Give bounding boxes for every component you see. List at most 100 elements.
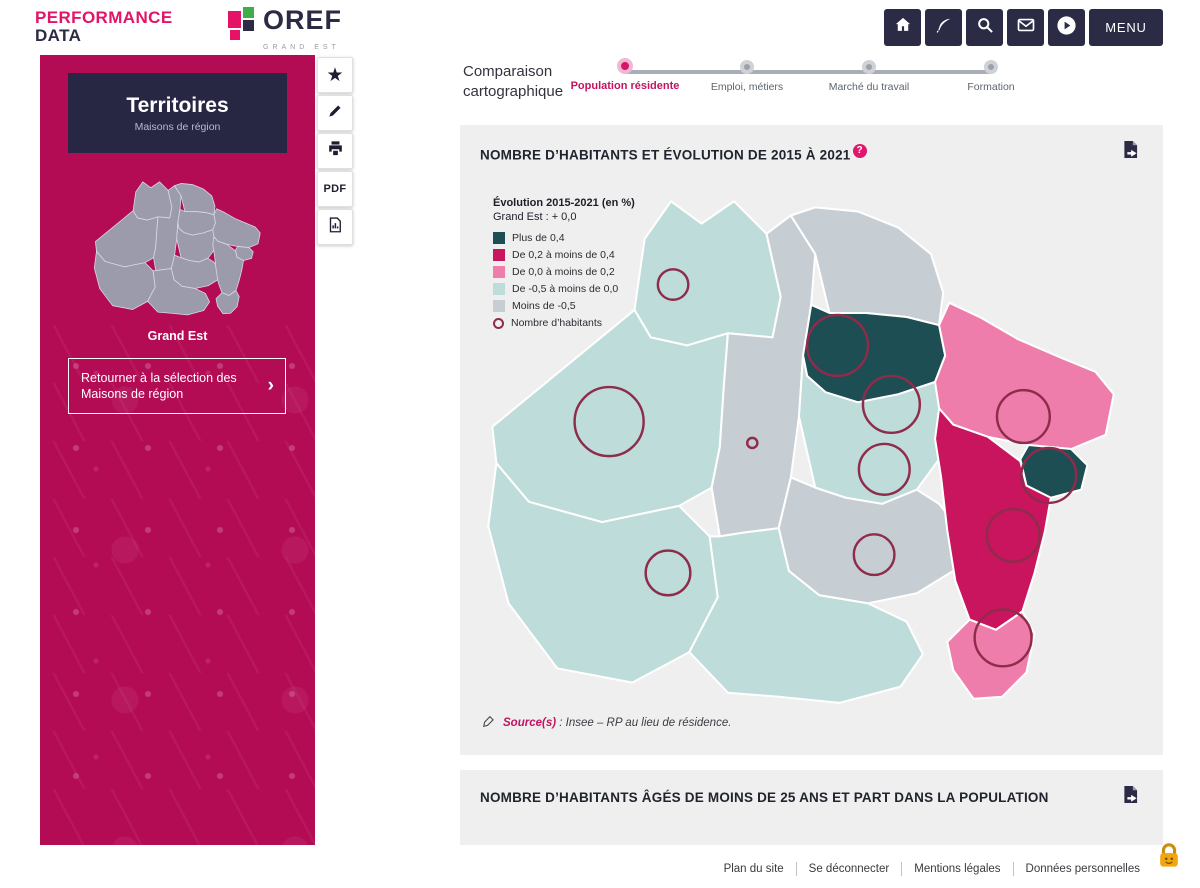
circle-swatch-icon (493, 317, 504, 329)
step-dot[interactable] (617, 58, 633, 74)
step-dot[interactable] (740, 60, 754, 74)
step-2[interactable]: Emploi, métiers (677, 57, 817, 93)
footer-link[interactable]: Plan du site (723, 863, 784, 875)
report-icon (326, 216, 344, 239)
home-icon (893, 15, 913, 40)
step-dot[interactable] (984, 60, 998, 74)
legend-item: Moins de -0,5 (493, 300, 663, 312)
card1-title: NOMBRE D’HABITANTS ET ÉVOLUTION DE 2015 … (480, 147, 851, 163)
stepper-title: Comparaison cartographique (463, 62, 563, 102)
step-1[interactable]: Population résidente (555, 57, 695, 92)
help-badge[interactable]: ? (852, 144, 867, 158)
source-label: Source(s) (503, 716, 557, 729)
quill-button[interactable] (925, 9, 962, 46)
pdf-label: PDF (323, 183, 347, 195)
legend-label: Moins de -0,5 (512, 300, 576, 312)
privacy-lock-icon[interactable] (1156, 841, 1182, 870)
oref-logo-sub: GRAND EST (263, 44, 340, 51)
mail-icon (1016, 15, 1036, 40)
legend-swatch (493, 249, 505, 261)
map-legend: Évolution 2015-2021 (en %) Grand Est : +… (493, 197, 663, 334)
step-label: Population résidente (570, 80, 680, 92)
search-button[interactable] (966, 9, 1003, 46)
legend-title: Évolution 2015-2021 (en %) (493, 197, 635, 209)
legend-label: Nombre d’habitants (511, 317, 603, 329)
step-label: Emploi, métiers (710, 81, 784, 93)
source-text: : Insee – RP au lieu de résidence. (556, 716, 732, 729)
grand-est-choropleth-map (487, 200, 1115, 704)
population-circle-meurthe-et-moselle (861, 374, 922, 435)
map-region-nord-moselle[interactable] (789, 206, 945, 327)
source-pen-icon (482, 714, 496, 731)
population-circle-meuse (745, 436, 759, 450)
population-circle-meurthe-et-moselle (857, 442, 911, 496)
export-icon (1121, 784, 1143, 810)
home-button[interactable] (884, 9, 921, 46)
legend-label: De 0,0 à moins de 0,2 (512, 266, 615, 278)
map-region-ardennes (132, 181, 173, 221)
legend-item: Plus de 0,4 (493, 232, 663, 244)
report-button[interactable] (317, 209, 353, 245)
play-button[interactable] (1048, 9, 1085, 46)
grand-est-minimap (93, 181, 261, 316)
sidebar-subtitle: Maisons de région (134, 120, 221, 133)
population-circle-alsace-sud (973, 608, 1033, 668)
population-map-card: NOMBRE D’HABITANTS ET ÉVOLUTION DE 2015 … (460, 125, 1163, 755)
stepper-title-line1: Comparaison (463, 63, 553, 80)
step-dot[interactable] (862, 60, 876, 74)
region-name: Grand Est (147, 329, 208, 343)
footer-link[interactable]: Se déconnecter (795, 862, 902, 876)
population-circle-marne (573, 385, 645, 458)
oref-logo: OREF GRAND EST (228, 7, 342, 61)
stepper-title-line2: cartographique (463, 83, 564, 100)
export-icon (1121, 139, 1143, 165)
legend-item: De 0,0 à moins de 0,2 (493, 266, 663, 278)
step-3[interactable]: Marché du travail (799, 57, 939, 93)
card2-title: NOMBRE D’HABITANTS ÂGÉS DE MOINS DE 25 A… (480, 790, 1049, 805)
menu-button[interactable]: MENU (1089, 9, 1163, 46)
map-region-alsace-sud (215, 290, 240, 315)
oref-logo-mark (228, 7, 256, 47)
favorite-button[interactable]: ★ (317, 57, 353, 93)
performance-data-logo: PERFORMANCE DATA (35, 9, 173, 45)
brand-line2: DATA (35, 26, 82, 45)
card2-export-button[interactable] (1119, 785, 1145, 809)
step-4[interactable]: Formation (921, 57, 1061, 93)
sidebar-title-box: Territoires Maisons de région (68, 73, 287, 153)
legend-swatch (493, 300, 505, 312)
map-region-haute-marne (147, 268, 210, 316)
sidebar-title: Territoires (126, 93, 229, 117)
printer-icon (326, 139, 345, 163)
star-icon: ★ (326, 64, 344, 86)
card1-export-button[interactable] (1119, 140, 1145, 164)
legend-item: De 0,2 à moins de 0,4 (493, 249, 663, 261)
search-icon (975, 15, 995, 40)
chevron-right-icon: › (267, 375, 274, 396)
pen-icon (326, 102, 344, 125)
sidebar-pattern (40, 325, 315, 845)
annotate-button[interactable] (317, 95, 353, 131)
step-label: Marché du travail (828, 81, 910, 93)
mail-button[interactable] (1007, 9, 1044, 46)
population-circle-aube (644, 549, 692, 597)
under-25-card: NOMBRE D’HABITANTS ÂGÉS DE MOINS DE 25 A… (460, 770, 1163, 845)
legend-label: De -0,5 à moins de 0,0 (512, 283, 619, 295)
back-button-label: Retourner à la sélection des Maisons de … (81, 371, 237, 401)
map-region-alsace-sud[interactable] (946, 610, 1036, 700)
pdf-export-button[interactable]: PDF (317, 171, 353, 207)
back-to-selection-button[interactable]: Retourner à la sélection des Maisons de … (68, 358, 286, 414)
footer: Plan du site Se déconnecter Mentions légal… (712, 862, 1152, 876)
legend-swatch (493, 266, 505, 278)
step-label: Formation (967, 81, 1015, 93)
print-button[interactable] (317, 133, 353, 169)
footer-link[interactable]: Données personnelles (1012, 862, 1152, 876)
footer-link[interactable]: Mentions légales (901, 862, 1012, 876)
legend-subtitle: Grand Est : + 0,0 (493, 211, 577, 223)
population-circle-vosges (852, 533, 896, 577)
stepper-connector (625, 70, 991, 74)
legend-item: De -0,5 à moins de 0,0 (493, 283, 663, 295)
territories-sidebar: Territoires Maisons de région Grand Est … (40, 55, 315, 845)
map-region-alsace-centre (212, 236, 244, 296)
map-region-nord-moselle (174, 183, 216, 216)
map-region-haute-marne[interactable] (688, 527, 924, 704)
